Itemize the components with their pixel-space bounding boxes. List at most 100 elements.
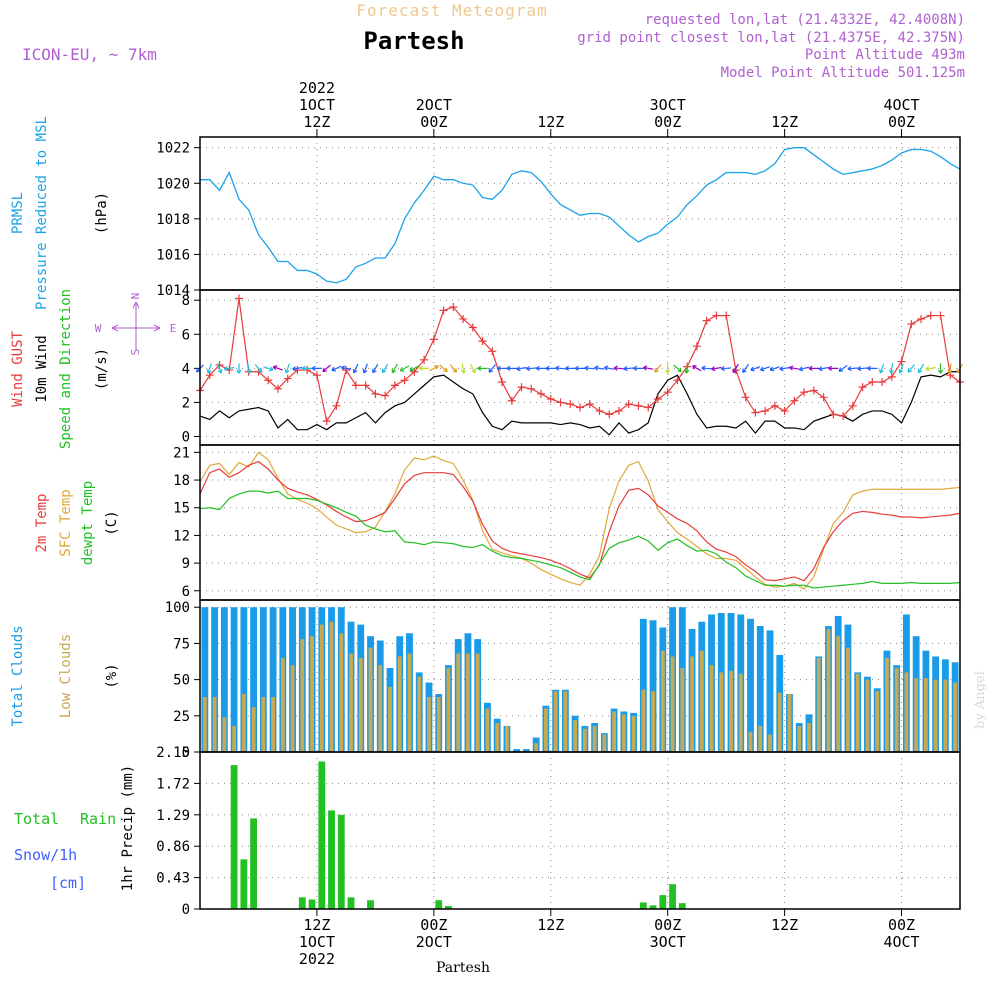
y-tick-label: 75: [173, 636, 190, 652]
gust-point: [751, 408, 760, 417]
location-title: Partesh: [363, 27, 464, 55]
low-cloud-bar: [310, 636, 314, 752]
gust-point: [400, 376, 409, 385]
gust-point: [858, 383, 867, 392]
wind-arrow: [684, 363, 690, 374]
low-cloud-bar: [748, 731, 753, 752]
y-tick-label: 6: [182, 584, 190, 600]
rain-title-2: Rain: [80, 810, 116, 828]
low-cloud-bar: [358, 657, 363, 752]
wind-arrow: [449, 364, 458, 373]
low-cloud-bar: [300, 639, 305, 752]
bottom-time-label: 00Z: [888, 916, 915, 934]
wind-arrow: [750, 366, 761, 372]
low-cloud-bar: [787, 694, 792, 752]
total-cloud-bar: [756, 626, 764, 752]
low-cloud-bar: [456, 653, 461, 752]
wind-arrow: [642, 365, 654, 371]
compass-west: W: [95, 322, 102, 335]
gust-point: [692, 342, 701, 351]
pressure-title: PRMSL: [10, 192, 26, 234]
gust-point: [410, 367, 419, 376]
low-cloud-bar: [904, 672, 909, 752]
wind-arrow: [769, 366, 780, 372]
wind-arrow: [594, 365, 605, 371]
gust-point: [761, 406, 770, 415]
y-tick-label: 1.29: [156, 808, 190, 824]
bottom-time-label: 12Z: [771, 916, 798, 934]
y-tick-label: 25: [173, 709, 190, 725]
sfc-temp-line: [199, 451, 961, 590]
wind-arrow: [925, 366, 936, 372]
gust-point: [595, 406, 604, 415]
model-label: ICON-EU, ~ 7km: [22, 45, 157, 64]
low-cloud-bar: [855, 673, 860, 752]
low-cloud-bar: [232, 725, 237, 752]
low-cloud-bar: [339, 633, 344, 752]
wind-unit: (m/s): [94, 348, 110, 390]
y-tick-label: 9: [182, 556, 190, 572]
rain-bar: [445, 906, 452, 909]
y-tick-label: 100: [165, 600, 190, 616]
wind-arrow: [381, 363, 389, 374]
y-tick-label: 2.15: [156, 745, 190, 761]
low-cloud-bar: [407, 653, 412, 752]
total-cloud-bar: [201, 607, 209, 752]
bottom-time-label: 00Z: [420, 916, 447, 934]
gust-point: [478, 337, 487, 346]
gust-point: [351, 381, 360, 390]
low-cloud-bar: [543, 708, 548, 752]
rain-bar: [639, 902, 647, 909]
wind-arrow: [477, 365, 488, 371]
wind-arrow: [429, 365, 439, 372]
wind-arrow: [399, 365, 410, 372]
gust-point: [712, 311, 721, 320]
wind-arrow: [623, 365, 634, 372]
t2m-title: 2m Temp: [34, 493, 50, 552]
low-cloud-bar: [436, 696, 441, 752]
low-cloud-bar: [261, 696, 266, 752]
rain-bar: [318, 761, 326, 909]
low-cloud-bar: [417, 676, 422, 752]
gust-point: [371, 389, 380, 398]
gust-point: [624, 400, 633, 409]
wind-arrow: [439, 364, 448, 373]
gust-point: [644, 403, 653, 412]
gust-point: [576, 403, 584, 412]
gust-point: [468, 323, 477, 332]
gust-point: [322, 417, 331, 426]
gust-point: [722, 311, 731, 320]
gust-point: [361, 381, 370, 390]
y-tick-label: 1016: [156, 247, 190, 263]
gust-point: [809, 386, 818, 395]
low-cloud-bar: [202, 696, 207, 752]
wind-arrow: [409, 365, 419, 372]
low-cloud-bar: [816, 657, 821, 752]
low-cloud-bar: [660, 650, 665, 752]
low-cloud-bar: [505, 725, 509, 752]
wind-arrow: [340, 365, 352, 371]
panel-precip: 0 0.43 0.86 1.29 1.72 2.15: [156, 745, 960, 918]
top-time-label: 4OCT: [883, 96, 919, 114]
y-tick-label: 18: [173, 473, 190, 489]
low-cloud-bar: [319, 624, 324, 752]
total-cloud-bar: [649, 620, 657, 752]
rain-bar: [328, 810, 335, 909]
low-cloud-bar: [241, 694, 246, 752]
snow-title: Snow/1h: [14, 846, 77, 864]
temp-unit: (C): [104, 510, 120, 535]
gust-point: [527, 384, 536, 393]
wind-dir-title: Speed and Direction: [58, 289, 74, 449]
y-tick-label: 4: [182, 361, 190, 377]
wind-arrow: [742, 363, 750, 373]
gust-point: [566, 400, 575, 409]
wind-arrow: [866, 365, 878, 371]
wind-arrow: [217, 363, 223, 374]
gust-point: [839, 412, 848, 421]
model-altitude: Model Point Altitude 501.125m: [721, 65, 965, 81]
gust-point: [439, 306, 448, 315]
low-cloud-bar: [914, 678, 919, 752]
panel-bg-pressure: [200, 137, 960, 290]
total-cloud-bar: [766, 630, 774, 752]
wind-arrow: [613, 365, 625, 371]
